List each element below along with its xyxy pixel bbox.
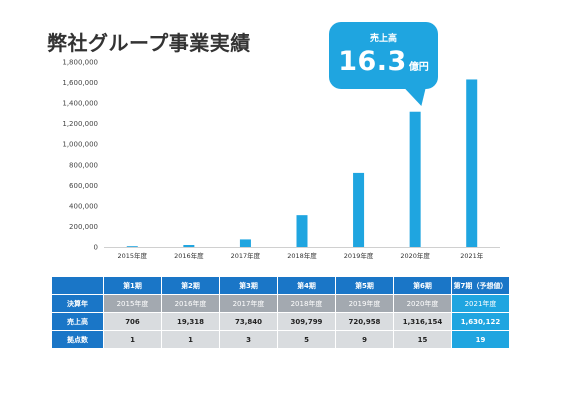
bar [409,111,421,248]
bar [183,245,195,247]
table-row-periods: 第1期 第2期 第3期 第4期 第5期 第6期 第7期（予想値） [51,276,510,295]
table-cell: 2020年度 [393,294,452,313]
bar [126,246,138,247]
x-tick-label: 2018年度 [287,251,317,260]
y-tick-label: 0 [94,244,98,252]
table-cell: 1,316,154 [393,312,452,331]
x-tick-label: 2020年度 [400,251,430,260]
table-cell: 1 [161,330,220,349]
table-cell: 720,958 [335,312,394,331]
callout-value-row: 16.3 億円 [329,46,438,77]
bar [353,172,365,247]
row-label: 売上高 [51,312,104,331]
callout-value: 16.3 [338,46,407,77]
row-label: 拠点数 [51,330,104,349]
revenue-callout: 売上高 16.3 億円 [329,22,438,89]
period-header: 第1期 [103,276,162,295]
revenue-bar-chart: 0 200,000 400,000 600,000 800,000 1,000,000 1,… [62,59,500,260]
table-row-sales: 売上高 706 19,318 73,840 309,799 720,958 1,… [51,312,510,331]
table-cell: 706 [103,312,162,331]
y-tick-label: 800,000 [69,161,98,169]
row-label: 決算年 [51,294,104,313]
period-header: 第3期 [219,276,278,295]
period-header: 第4期 [277,276,336,295]
table-cell: 1 [103,330,162,349]
x-tick-label: 2015年度 [118,251,148,260]
y-tick-label: 1,800,000 [62,59,98,67]
table-cell: 2018年度 [277,294,336,313]
table-cell: 1,630,122 [451,312,510,331]
table-cell: 3 [219,330,278,349]
table-corner [51,276,104,295]
table-cell: 73,840 [219,312,278,331]
x-tick-label: 2019年度 [344,251,374,260]
callout-label: 売上高 [369,34,397,44]
table-cell: 2016年度 [161,294,220,313]
table-row-fiscal-year: 決算年 2015年度 2016年度 2017年度 2018年度 2019年度 2… [51,294,510,313]
y-tick-label: 1,400,000 [62,100,98,108]
table-cell: 2017年度 [219,294,278,313]
table-cell: 9 [335,330,394,349]
period-header: 第7期（予想値） [451,276,510,295]
x-tick-label: 2017年度 [231,251,261,260]
y-tick-label: 400,000 [69,202,98,210]
y-tick-label: 600,000 [69,182,98,190]
x-tick-label: 2021年 [460,251,484,260]
table-cell: 19,318 [161,312,220,331]
y-tick-label: 1,200,000 [62,120,98,128]
table-cell: 2015年度 [103,294,162,313]
summary-table: 第1期 第2期 第3期 第4期 第5期 第6期 第7期（予想値） 決算年 201… [51,276,510,349]
period-header: 第2期 [161,276,220,295]
table-row-bases: 拠点数 1 1 3 5 9 15 19 [51,330,510,349]
table-cell: 19 [451,330,510,349]
bar [239,239,251,247]
y-tick-label: 1,000,000 [62,141,98,149]
period-header: 第6期 [393,276,452,295]
period-header: 第5期 [335,276,394,295]
bar [466,79,478,247]
y-tick-label: 1,600,000 [62,79,98,87]
x-tick-label: 2016年度 [174,251,204,260]
bar [296,215,308,247]
table-cell: 2019年度 [335,294,394,313]
callout-unit: 億円 [408,62,429,73]
y-tick-label: 200,000 [69,223,98,231]
table-cell: 5 [277,330,336,349]
table-cell: 15 [393,330,452,349]
table-cell: 309,799 [277,312,336,331]
page-title: 弊社グループ事業実績 [47,31,251,55]
table-cell: 2021年度 [451,294,510,313]
